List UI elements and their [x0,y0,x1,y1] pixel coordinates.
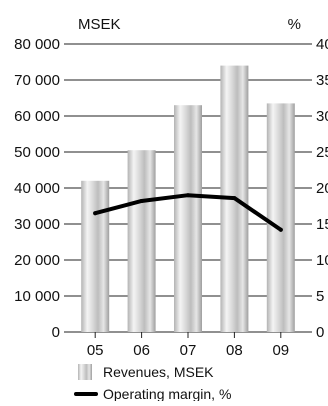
legend: Revenues, MSEK Operating margin, % [74,364,231,402]
bar-revenue [174,105,202,332]
x-tick-label: 07 [180,342,197,359]
y-left-tick-label: 40 000 [14,180,60,197]
y-right-tick-label: 15 [316,216,328,233]
margin-line [93,193,283,232]
legend-swatch-revenues [78,364,92,380]
point-operating-margin [93,211,98,216]
y-right-tick-label: 20 [316,180,328,197]
legend-bar-swatch-rect [78,364,92,380]
bars [81,65,295,333]
x-tick-label: 05 [87,342,104,359]
y-right-tick-label: 10 [316,252,328,269]
y-left-tick-label: 20 000 [14,252,60,269]
bar-revenue [127,150,156,332]
y-left-tick-label: 70 000 [14,72,60,89]
right-unit-label: % [288,16,301,33]
point-operating-margin [139,198,144,203]
point-operating-margin [186,193,190,198]
legend-label-margin: Operating margin, % [103,386,231,401]
axes: 0 10 000 20 000 30 000 40 000 50 000 60 000 70 … [14,36,328,359]
bar-revenue [266,103,295,333]
bar-revenue [81,180,110,332]
y-left-tick-label: 0 [52,324,60,341]
y-right-tick-label: 35 [316,72,328,89]
legend-label-revenues: Revenues, MSEK [103,364,214,380]
y-left-tick-label: 50 000 [14,144,60,161]
y-left-tick-label: 30 000 [14,216,60,233]
y-left-tick-label: 80 000 [14,36,60,53]
y-right-tick-label: 25 [316,144,328,161]
y-right-tick-label: 0 [316,324,324,341]
x-tick-label: 08 [226,342,243,359]
left-unit-label: MSEK [78,16,121,33]
y-left-tick-label: 10 000 [14,288,60,305]
point-operating-margin [278,227,283,232]
x-tick-label: 06 [133,342,150,359]
y-left-tick-label: 60 000 [14,108,60,125]
point-operating-margin [232,196,237,201]
x-tick-label: 09 [272,342,289,359]
y-right-tick-label: 40 [316,36,328,53]
y-right-tick-label: 30 [316,108,328,125]
y-right-tick-label: 5 [316,288,324,305]
